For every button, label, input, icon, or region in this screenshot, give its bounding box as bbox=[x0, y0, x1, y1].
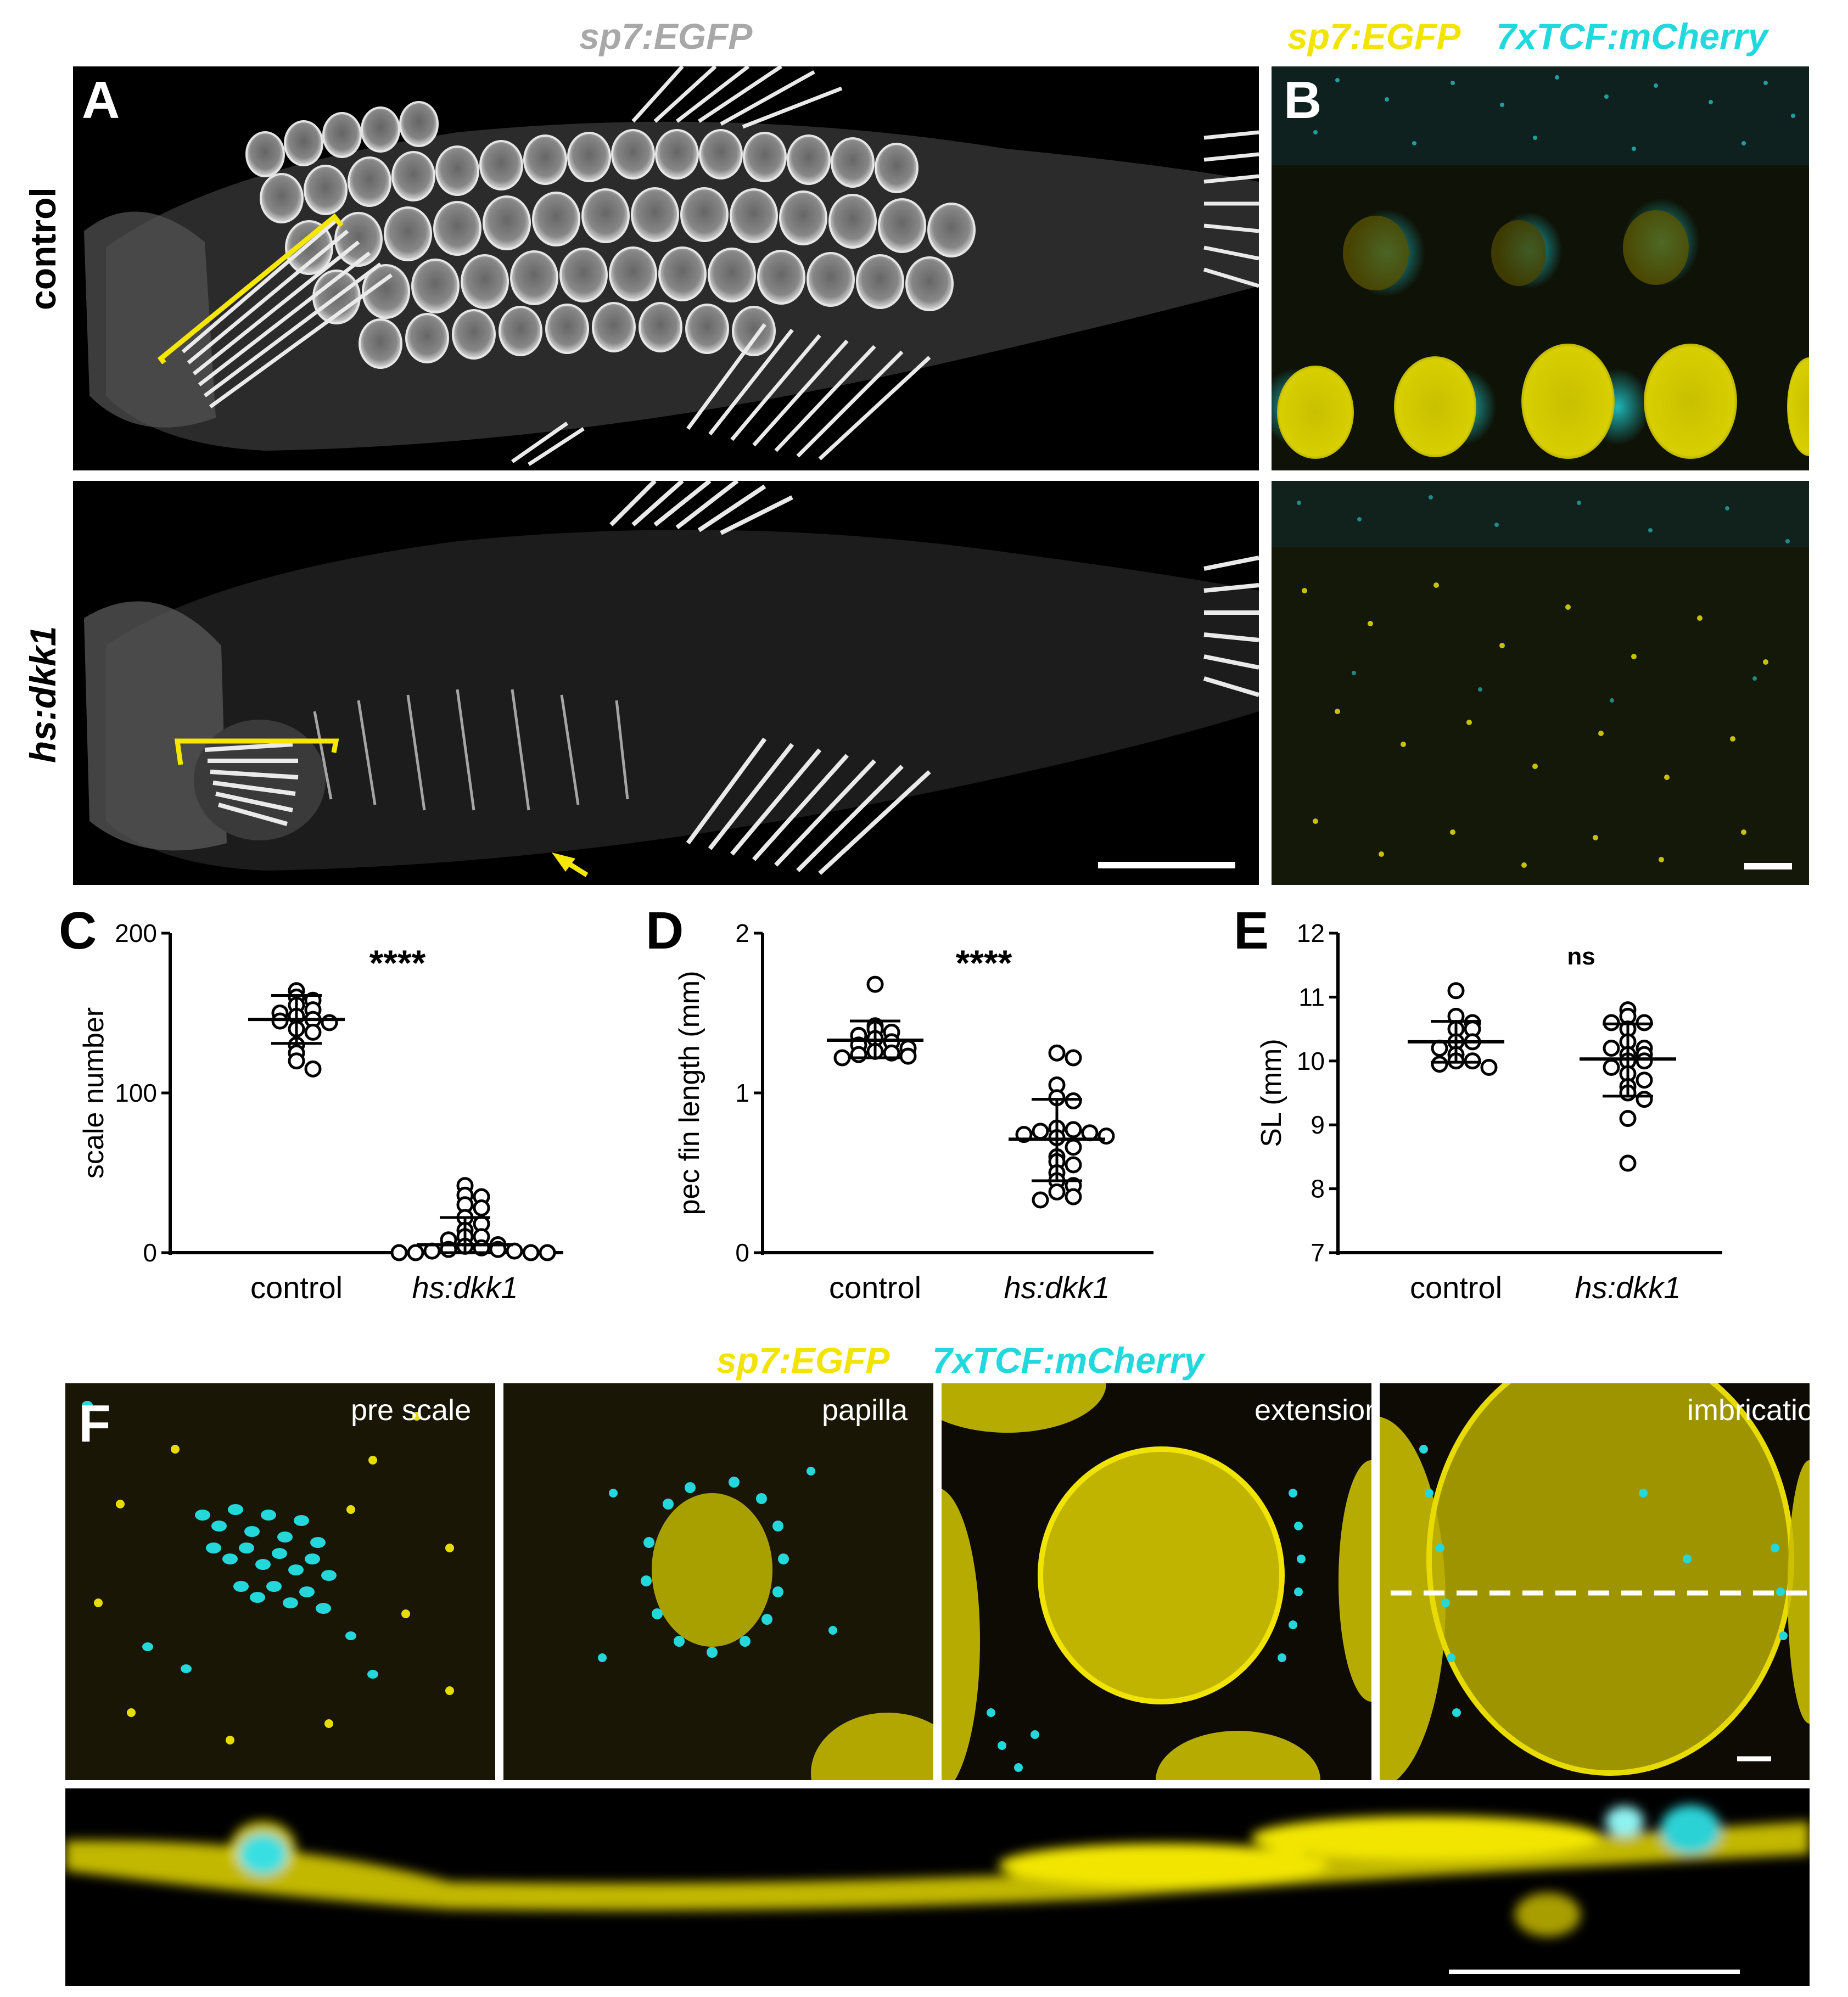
chart-e-data-point bbox=[1431, 1056, 1448, 1073]
chart-c-data-point bbox=[321, 1014, 338, 1031]
panel-a-hs-dkk1-image bbox=[73, 481, 1259, 885]
chart-d-data-point bbox=[1065, 1156, 1082, 1174]
extension-confocal bbox=[942, 1383, 1371, 1780]
chart-c-data-point bbox=[407, 1244, 424, 1261]
panel-f-papilla-image: papilla bbox=[503, 1383, 933, 1780]
chart-e-data-point bbox=[1480, 1058, 1498, 1076]
panel-f-orthogonal-section bbox=[65, 1788, 1810, 1986]
chart-c-data-point bbox=[522, 1244, 540, 1261]
chart-c-data-point bbox=[304, 1023, 322, 1041]
stage-label-imbrication: imbrication bbox=[1687, 1394, 1810, 1427]
chart-d-data-point bbox=[899, 1047, 917, 1065]
stage-label-papilla: papilla bbox=[822, 1394, 908, 1427]
chart-e-y-tick-label: 9 bbox=[1311, 1110, 1325, 1139]
panel-f-pre-scale-image: pre scale F bbox=[65, 1383, 495, 1780]
row-label-hs-dkk1: hs:dkk1 bbox=[23, 626, 63, 763]
chart-c-y-tick-label: 100 bbox=[115, 1079, 157, 1107]
chart-d-data-point bbox=[1048, 1044, 1066, 1062]
chart-d-category-label: control bbox=[829, 1270, 921, 1305]
chart-d-significance-label: **** bbox=[956, 943, 1012, 983]
chart-e-y-tick-label: 7 bbox=[1311, 1238, 1325, 1267]
panel-a-title: sp7:EGFP bbox=[579, 16, 753, 57]
papilla-confocal bbox=[598, 1467, 933, 1780]
chart-e-category-label: control bbox=[1410, 1270, 1502, 1305]
chart-d-data-point bbox=[1032, 1191, 1049, 1209]
chart-e-data-point bbox=[1603, 1040, 1620, 1057]
pre-scale-confocal bbox=[82, 1401, 454, 1744]
panel-f-extension-image: extension bbox=[942, 1383, 1371, 1780]
panel-letter-d: D bbox=[646, 901, 684, 960]
chart-d-y-tick-label: 2 bbox=[735, 919, 749, 947]
chart-e-data-point bbox=[1619, 1110, 1637, 1127]
chart-d-category-label: hs:dkk1 bbox=[1004, 1270, 1110, 1305]
chart-e-significance-label: ns bbox=[1567, 943, 1595, 970]
chart-c-data-point bbox=[390, 1244, 408, 1261]
chart-d-data-point bbox=[866, 975, 884, 993]
chart-d-data-point bbox=[1097, 1127, 1115, 1145]
chart-d-data-point bbox=[1065, 1138, 1082, 1156]
chart-c-data-point bbox=[539, 1244, 556, 1261]
panel-b-control-image: B bbox=[1272, 66, 1809, 470]
chart-d-data-point bbox=[1065, 1121, 1082, 1138]
chart-e-y-axis-label: SL (mm) bbox=[1256, 1039, 1287, 1147]
chart-e-data-point bbox=[1447, 982, 1465, 1000]
panel-letter-e: E bbox=[1234, 901, 1269, 960]
chart-c-y-tick-label: 0 bbox=[143, 1238, 157, 1267]
chart-d-y-tick-label: 1 bbox=[735, 1079, 749, 1107]
panel-letter-a: A bbox=[82, 71, 120, 130]
hs-dkk1-skin-confocal bbox=[1272, 481, 1809, 870]
chart-c-data-point bbox=[304, 1060, 322, 1078]
chart-c-data-point bbox=[473, 1199, 490, 1217]
panel-a-control-image: A bbox=[73, 66, 1259, 470]
chart-e-data-point bbox=[1603, 1058, 1620, 1076]
chart-e-y-tick-label: 11 bbox=[1298, 983, 1325, 1011]
chart-d-data-point bbox=[1065, 1049, 1082, 1067]
chart-d-data-point bbox=[1048, 1183, 1066, 1201]
pectoral-fin-bracket-hs-dkk1 bbox=[174, 738, 339, 765]
control-fish-micrograph bbox=[84, 66, 1259, 466]
control-skin-confocal bbox=[1272, 66, 1809, 459]
panel-f-title-mcherry: 7xTCF:mCherry bbox=[932, 1340, 1205, 1381]
row-label-control: control bbox=[23, 187, 63, 310]
imbrication-confocal bbox=[1380, 1383, 1810, 1780]
pectoral-fin-bracket-control bbox=[157, 213, 344, 364]
chart-e-data-point bbox=[1636, 1072, 1653, 1089]
chart-e-y-tick-label: 12 bbox=[1297, 919, 1325, 947]
orthogonal-section-confocal bbox=[65, 1805, 1810, 1974]
chart-e-data-point bbox=[1619, 1154, 1637, 1172]
panel-b-title-mcherry: 7xTCF:mCherry bbox=[1496, 16, 1768, 57]
chart-c-y-axis-label: scale number bbox=[78, 1007, 110, 1179]
chart-d-data-point bbox=[1065, 1092, 1082, 1110]
arrow-icon bbox=[552, 852, 589, 877]
chart-d-data-point bbox=[850, 1046, 867, 1063]
stage-label-pre-scale: pre scale bbox=[351, 1394, 472, 1427]
chart-d-y-tick-label: 0 bbox=[735, 1238, 749, 1267]
chart-d-data-point bbox=[833, 1049, 851, 1067]
chart-e-y-tick-label: 8 bbox=[1311, 1175, 1325, 1203]
panel-f-imbrication-image: imbrication bbox=[1380, 1383, 1810, 1780]
chart-d-data-point bbox=[1032, 1123, 1049, 1140]
chart-c-category-label: control bbox=[250, 1270, 343, 1305]
panel-f-title-egfp: sp7:EGFP bbox=[716, 1340, 890, 1381]
chart-c-data-point bbox=[288, 1052, 305, 1070]
chart-c-significance-label: **** bbox=[369, 943, 426, 983]
panel-b-title-egfp: sp7:EGFP bbox=[1287, 16, 1461, 57]
panel-b-hs-dkk1-image bbox=[1272, 481, 1809, 885]
stage-label-extension: extension bbox=[1255, 1394, 1371, 1427]
chart-e-category-label: hs:dkk1 bbox=[1575, 1270, 1681, 1305]
chart-d-y-axis-label: pec fin length (mm) bbox=[674, 971, 705, 1215]
chart-c-category-label: hs:dkk1 bbox=[412, 1270, 518, 1305]
panel-letter-c: C bbox=[59, 901, 97, 960]
panel-letter-f: F bbox=[79, 1394, 111, 1453]
chart-e-data-point bbox=[1636, 1091, 1653, 1108]
chart-c-data-point bbox=[506, 1242, 523, 1260]
panel-letter-b: B bbox=[1284, 71, 1322, 130]
chart-d-data-point bbox=[1065, 1188, 1082, 1205]
chart-c-y-tick-label: 200 bbox=[115, 919, 157, 947]
chart-e-y-tick-label: 10 bbox=[1297, 1047, 1325, 1075]
hs-dkk1-fish-micrograph bbox=[84, 481, 1259, 877]
chart-e-data-point bbox=[1636, 1052, 1653, 1070]
